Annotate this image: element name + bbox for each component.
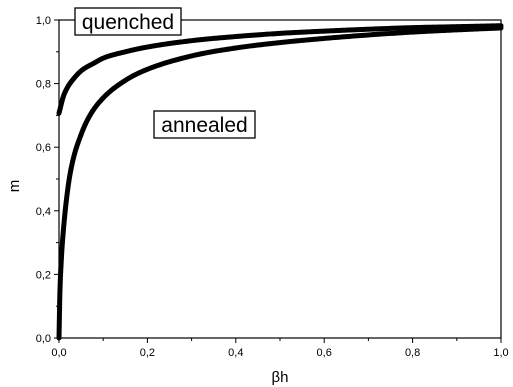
y-tick-label: 0,4 (36, 206, 51, 218)
x-axis-title: βh (272, 369, 289, 386)
quenched-curve (56, 23, 504, 116)
x-tick-label: 1,0 (493, 347, 508, 359)
annealed-curve (56, 25, 504, 341)
annealed-label-box: annealed (153, 110, 256, 139)
y-tick-label: 0,6 (36, 142, 51, 154)
x-tick-label: 0,2 (140, 347, 155, 359)
annealed-label: annealed (161, 114, 247, 137)
quenched-label: quenched (82, 11, 174, 34)
x-tick-label: 0,0 (51, 347, 66, 359)
y-tick-label: 1,0 (36, 15, 51, 27)
y-tick-label: 0,0 (36, 333, 51, 345)
y-tick-label: 0,2 (36, 269, 51, 281)
x-tick-label: 0,8 (405, 347, 420, 359)
x-axis-ticks: 0,0 0,2 0,4 0,6 0,8 1,0 (51, 338, 509, 359)
x-tick-label: 0,6 (317, 347, 332, 359)
y-axis-title: m (6, 180, 23, 193)
plot-frame (58, 19, 502, 339)
y-tick-label: 0,8 (36, 79, 51, 91)
y-axis-ticks: 0,0 0,2 0,4 0,6 0,8 1,0 (36, 15, 59, 345)
x-tick-label: 0,4 (228, 347, 243, 359)
quenched-label-box: quenched (74, 7, 182, 36)
